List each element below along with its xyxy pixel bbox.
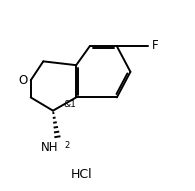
Text: NH: NH — [41, 141, 59, 154]
Text: HCl: HCl — [71, 168, 93, 181]
Text: &1: &1 — [63, 100, 76, 108]
Text: O: O — [19, 74, 28, 87]
Text: 2: 2 — [64, 141, 69, 150]
Text: F: F — [152, 39, 159, 52]
